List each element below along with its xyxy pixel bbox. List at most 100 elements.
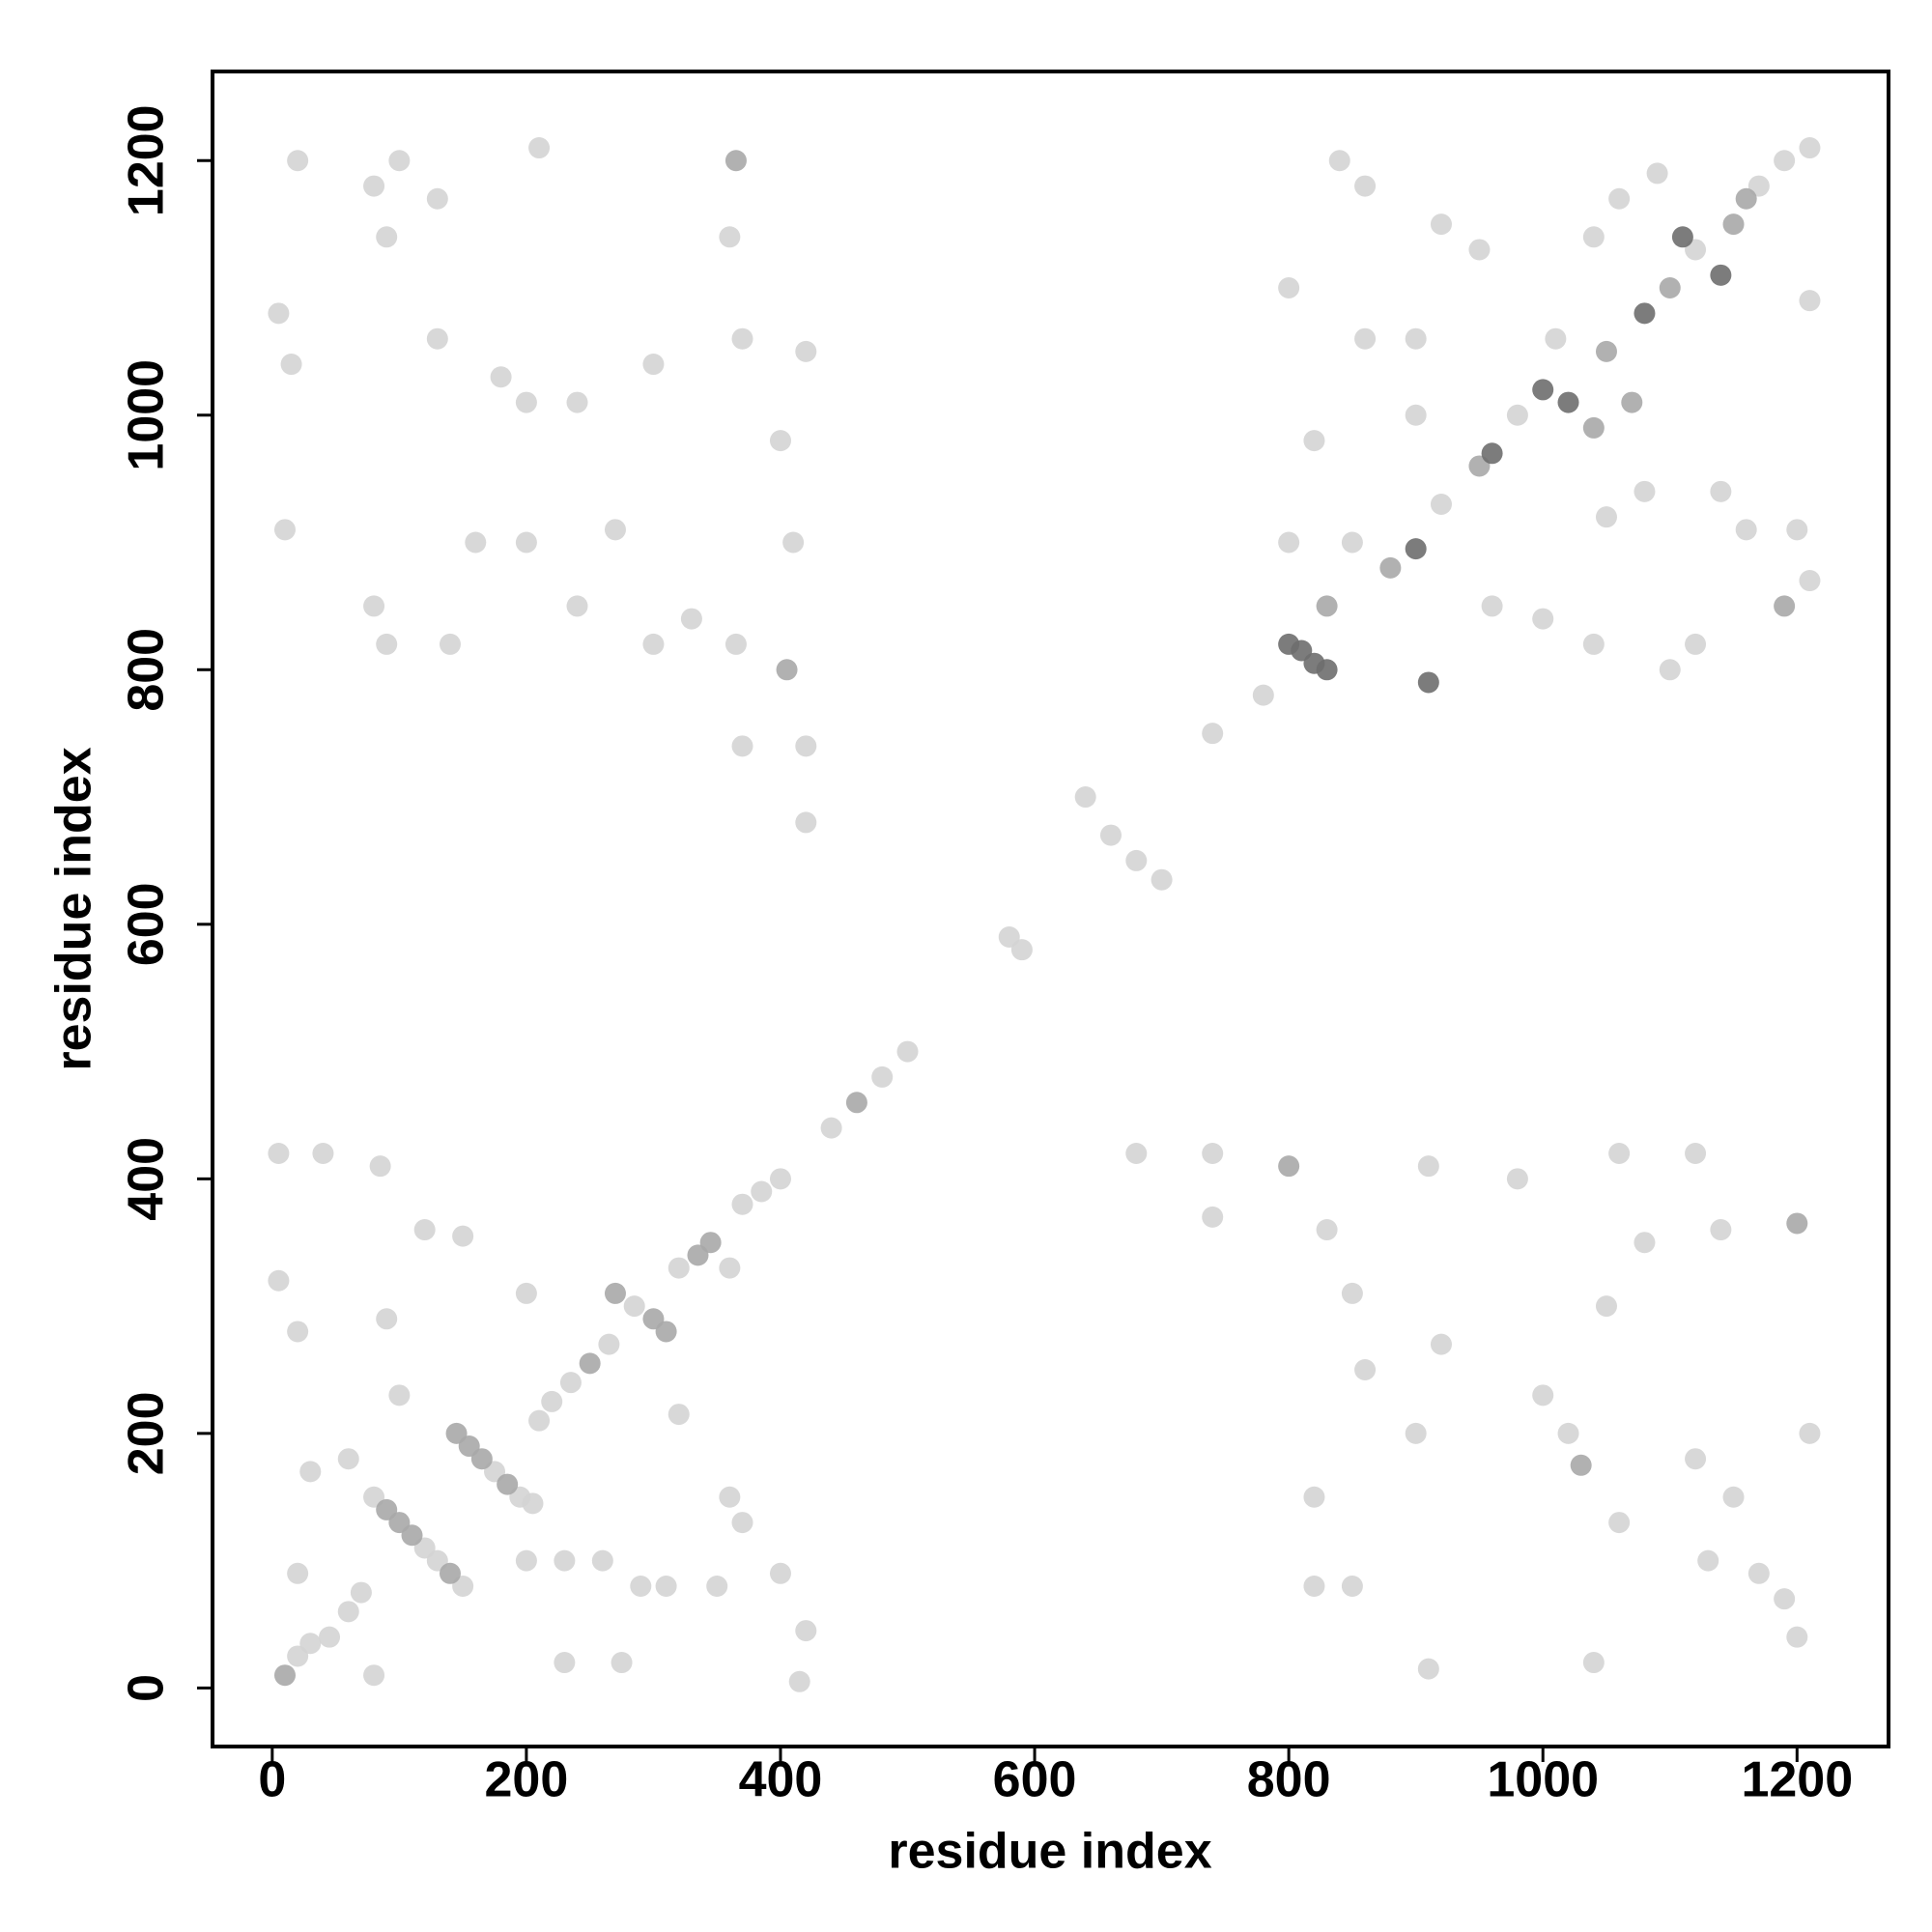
contact-point [1557,1422,1579,1444]
contact-point [896,1040,919,1063]
contact-point [1747,1562,1770,1584]
contact-point [1532,1384,1554,1406]
contact-point [1722,1486,1745,1508]
contact-point [1595,506,1617,528]
contact-point [1582,633,1605,655]
x-tick-label: 600 [993,1752,1077,1808]
contact-point [566,391,588,413]
contact-point [497,1473,519,1495]
contact-point [515,1549,537,1572]
contact-point [1010,939,1033,961]
contact-point [1735,519,1757,541]
contact-point [401,1524,423,1547]
contact-point [668,1257,690,1279]
contact-point [795,1620,817,1642]
contact-point [1634,480,1656,502]
contact-point [363,595,385,617]
contact-point [871,1065,894,1088]
contact-point [273,1664,296,1687]
contact-point [1341,1282,1363,1304]
contact-point [1202,1142,1224,1164]
contact-point [1417,671,1439,694]
contact-point [1125,1142,1148,1164]
contact-point [470,1448,493,1470]
contact-point [1595,1295,1617,1318]
contact-point [1341,531,1363,554]
contact-point [559,1372,582,1394]
contact-point [769,430,791,452]
contact-point [299,1461,322,1483]
contact-point [1570,1454,1592,1476]
contact-point [363,175,385,197]
contact-point [554,1549,576,1572]
contact-point [287,1562,309,1584]
contact-point [795,340,817,362]
contact-point [1252,684,1274,706]
contact-point [363,1664,385,1687]
contact-point [1278,276,1300,298]
contact-point [1278,1155,1300,1178]
y-tick-label: 1000 [119,359,175,471]
contact-point [1405,327,1427,350]
contact-point [1685,1142,1707,1164]
contact-point [1354,327,1377,350]
contact-point [699,1232,722,1254]
contact-point [642,633,665,655]
contact-point [1532,608,1554,630]
contact-point [1799,1422,1821,1444]
contact-point [312,1142,334,1164]
contact-point [1202,1206,1224,1228]
contact-point [337,1601,359,1623]
contact-point [769,1562,791,1584]
contact-point [1341,1575,1363,1597]
contact-point [1646,162,1668,185]
contact-point [611,1652,633,1674]
contact-point [1316,595,1338,617]
y-tick-label: 400 [119,1137,175,1221]
contact-point [490,366,512,388]
contact-point [1545,327,1567,350]
contact-point [1786,1626,1808,1648]
contact-point [1685,633,1707,655]
contact-point [1468,239,1491,261]
contact-point [642,354,665,376]
contact-point [1659,659,1681,681]
contact-point [1316,1219,1338,1241]
x-tick-label: 1200 [1741,1752,1853,1808]
contact-point [1621,391,1643,413]
y-axis-title: residue index [46,747,102,1070]
contact-point [1710,264,1732,286]
contact-point [1786,519,1808,541]
contact-point [731,1512,753,1534]
x-tick-label: 1000 [1487,1752,1599,1808]
contact-point [1735,187,1757,210]
contact-point [1481,595,1503,617]
contact-point [1506,404,1528,426]
contact-point [655,1575,677,1597]
contact-point [1582,226,1605,248]
contact-point [426,187,448,210]
contact-point [1799,137,1821,159]
contact-point [515,1282,537,1304]
contact-point [1671,226,1693,248]
contact-point [604,1282,626,1304]
contact-point [287,1321,309,1343]
contact-point [1417,1658,1439,1680]
contact-point [1685,1448,1707,1470]
contact-point [439,1562,461,1584]
contact-point [1430,493,1452,515]
contact-point [1608,1142,1631,1164]
contact-point [751,1180,773,1203]
contact-point [515,531,537,554]
contact-point [1697,1549,1719,1572]
contact-point [731,327,753,350]
contact-point [795,811,817,834]
contact-point [724,633,747,655]
x-tick-label: 800 [1247,1752,1331,1808]
contact-point [598,1333,620,1355]
contact-point [413,1219,436,1241]
contact-point [1074,786,1096,809]
contact-point [782,531,805,554]
contact-point [680,608,702,630]
